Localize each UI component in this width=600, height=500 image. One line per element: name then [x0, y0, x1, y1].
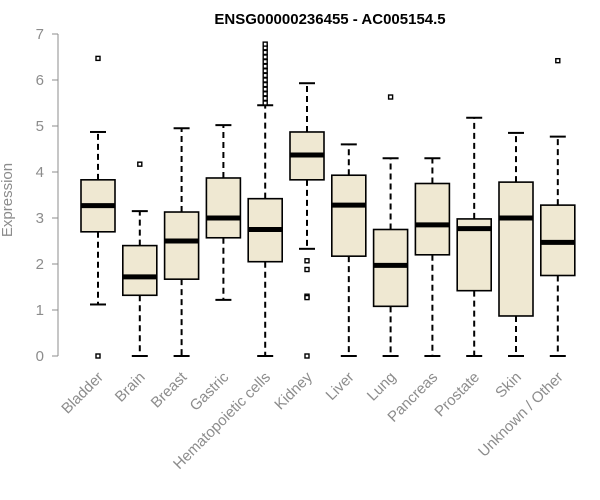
- box-group-5: [289, 82, 325, 359]
- outlier-point-0: [137, 161, 143, 167]
- outlier-point-11: [262, 49, 268, 56]
- outlier-point-1: [262, 95, 268, 102]
- category-label-7: Lung: [364, 369, 400, 405]
- box-group-1: [122, 161, 158, 357]
- chart-title: ENSG00000236455 - AC005154.5: [214, 11, 445, 28]
- iqr-box: [372, 228, 409, 308]
- outlier-point-6: [262, 72, 268, 79]
- box-group-2: [163, 127, 200, 357]
- outlier-point-1: [304, 266, 310, 273]
- outlier-point-0: [262, 100, 268, 106]
- y-tick-label-4: 4: [36, 164, 44, 181]
- y-tick-label-5: 5: [36, 118, 44, 135]
- outlier-point-13: [262, 41, 268, 47]
- category-label-1: Brain: [112, 369, 149, 406]
- category-label-0: Bladder: [58, 369, 107, 418]
- iqr-box: [205, 177, 242, 239]
- outlier-point-0: [387, 94, 394, 100]
- outlier-point-3: [304, 294, 310, 301]
- category-label-2: Breast: [148, 368, 191, 411]
- outlier-point-4: [304, 353, 310, 359]
- y-tick-label-0: 0: [36, 348, 44, 365]
- outlier-point-8: [262, 63, 268, 69]
- iqr-box: [330, 174, 367, 257]
- y-tick-label-3: 3: [36, 210, 44, 227]
- box-group-3: [205, 124, 242, 301]
- box-group-10: [498, 131, 534, 357]
- outlier-point-5: [262, 77, 268, 83]
- iqr-box: [122, 244, 158, 297]
- y-axis-label: Expression: [0, 163, 16, 237]
- box-group-8: [414, 157, 451, 357]
- y-tick-label-2: 2: [36, 256, 44, 273]
- y-tick-label-1: 1: [36, 302, 44, 319]
- outlier-point-3: [262, 86, 268, 92]
- category-label-5: Kidney: [271, 368, 316, 413]
- outlier-point-7: [262, 68, 268, 74]
- iqr-box: [163, 211, 200, 280]
- y-axis: 0 1 2 3 4 5 6 7: [36, 26, 59, 365]
- outlier-point-0: [95, 55, 101, 62]
- y-tick-label-7: 7: [36, 26, 44, 43]
- outlier-point-2: [262, 91, 268, 97]
- box-group-7: [372, 94, 409, 357]
- boxes-group: [80, 41, 576, 359]
- outlier-point-4: [262, 81, 268, 88]
- category-label-6: Liver: [323, 369, 358, 404]
- outlier-point-10: [262, 54, 268, 60]
- iqr-box: [414, 182, 451, 256]
- outlier-point-0: [555, 57, 561, 64]
- iqr-box: [498, 181, 534, 317]
- category-label-9: Prostate: [431, 369, 483, 421]
- box-group-9: [456, 116, 493, 357]
- box-group-0: [80, 55, 116, 359]
- y-tick-label-6: 6: [36, 72, 44, 89]
- outlier-point-9: [262, 58, 268, 65]
- category-label-10: Skin: [492, 369, 525, 402]
- box-group-4: [247, 41, 283, 357]
- box-group-6: [330, 143, 367, 357]
- box-group-11: [539, 57, 576, 357]
- outlier-point-1: [95, 353, 101, 359]
- outlier-point-0: [304, 258, 310, 264]
